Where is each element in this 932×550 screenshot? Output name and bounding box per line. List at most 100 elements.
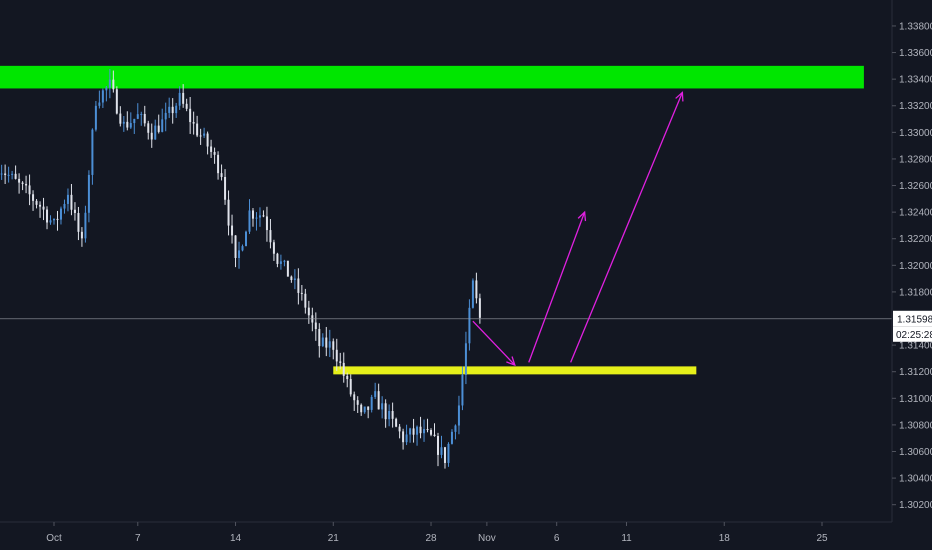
candle-66 — [227, 190, 230, 236]
candle-body — [32, 194, 35, 201]
candle-body — [360, 404, 363, 413]
candle-body — [265, 216, 268, 231]
x-axis[interactable]: Oct 7 14 21 28 Nov 6 11 18 25 — [46, 522, 828, 544]
y-tick-label-4: 1.33000 — [899, 128, 932, 139]
y-tick-label-13: 1.31000 — [899, 394, 932, 405]
candle-6 — [18, 173, 21, 194]
candle-116 — [402, 428, 405, 450]
candle-112 — [388, 404, 391, 427]
y-tick-label-11: 1.31400 — [899, 341, 932, 352]
candle-79 — [272, 239, 275, 261]
candle-body — [189, 108, 192, 123]
candle-body — [175, 105, 178, 114]
candle-body — [471, 280, 474, 308]
candle-body — [206, 133, 209, 147]
candle-body — [77, 212, 80, 232]
candle-body — [42, 206, 45, 210]
candle-body — [339, 361, 342, 363]
candle-10 — [32, 190, 35, 211]
candle-body — [0, 173, 3, 175]
candle-119 — [412, 418, 415, 443]
candle-123 — [426, 418, 429, 433]
candle-body — [279, 261, 282, 264]
candle-body — [210, 146, 213, 152]
candle-4 — [11, 170, 14, 180]
y-tick-label-2: 1.33400 — [899, 75, 932, 86]
candle-11 — [35, 199, 38, 209]
y-axis[interactable]: 1.33800 1.33600 1.33400 1.33200 1.33000 1.328… — [892, 21, 932, 511]
candle-body — [238, 250, 241, 259]
x-tick-label-5: Nov — [478, 533, 496, 544]
candle-body — [164, 112, 167, 120]
candle-19 — [63, 199, 66, 214]
candle-35 — [119, 106, 122, 127]
candle-73 — [251, 208, 254, 227]
candle-86 — [297, 268, 300, 305]
candle-body — [119, 113, 122, 124]
candle-body — [398, 426, 401, 432]
candle-25 — [84, 205, 87, 243]
candle-84 — [290, 275, 293, 283]
candle-body — [272, 242, 275, 254]
candle-122 — [423, 419, 426, 442]
candle-58 — [199, 128, 202, 145]
candle-body — [332, 341, 335, 350]
candle-body — [255, 217, 258, 219]
candle-body — [196, 123, 199, 136]
candle-body — [150, 132, 153, 140]
candle-body — [402, 431, 405, 443]
candle-89 — [307, 300, 310, 324]
candle-body — [356, 400, 359, 405]
candle-102 — [353, 391, 356, 411]
x-tick-label-6: 6 — [554, 533, 560, 544]
candle-22 — [73, 202, 76, 221]
projection-arrow-2 — [570, 91, 684, 363]
candle-body — [286, 260, 289, 277]
countdown-box — [893, 326, 932, 342]
candle-39 — [133, 118, 136, 134]
candle-70 — [241, 244, 244, 252]
candle-121 — [419, 416, 422, 439]
candle-body — [314, 322, 317, 330]
candle-67 — [231, 214, 234, 244]
candle-96 — [332, 338, 335, 360]
candle-106 — [367, 406, 370, 419]
x-tick-label-9: 25 — [816, 533, 828, 544]
candle-body — [98, 102, 101, 106]
candle-body — [4, 173, 7, 175]
candle-111 — [384, 399, 387, 428]
x-tick-label-1: 7 — [135, 533, 141, 544]
candle-body — [318, 329, 321, 347]
candle-body — [405, 434, 408, 443]
candle-body — [224, 176, 227, 200]
candle-93 — [321, 333, 324, 348]
candle-body — [251, 210, 254, 219]
candle-body — [384, 403, 387, 420]
candle-body — [353, 394, 356, 401]
candle-body — [293, 278, 296, 281]
candle-body — [105, 87, 108, 91]
candle-114 — [395, 417, 398, 428]
candle-27 — [91, 128, 94, 185]
candle-body — [374, 391, 377, 397]
arrow-head — [675, 91, 684, 102]
candle-body — [35, 200, 38, 205]
candle-41 — [140, 111, 143, 126]
candle-body — [457, 405, 460, 426]
candle-97 — [335, 338, 338, 371]
candle-132 — [457, 395, 460, 435]
candle-92 — [318, 323, 321, 358]
candle-75 — [258, 207, 261, 227]
price-tag-box — [893, 310, 932, 327]
candle-body — [73, 209, 76, 213]
candle-131 — [454, 424, 457, 440]
candle-133 — [461, 366, 464, 411]
arrow-head — [577, 210, 587, 222]
candle-body — [283, 260, 286, 262]
candle-83 — [286, 260, 289, 277]
candle-body — [245, 231, 247, 247]
candle-body — [213, 151, 216, 155]
candle-50 — [171, 98, 174, 124]
candle-body — [122, 121, 125, 124]
